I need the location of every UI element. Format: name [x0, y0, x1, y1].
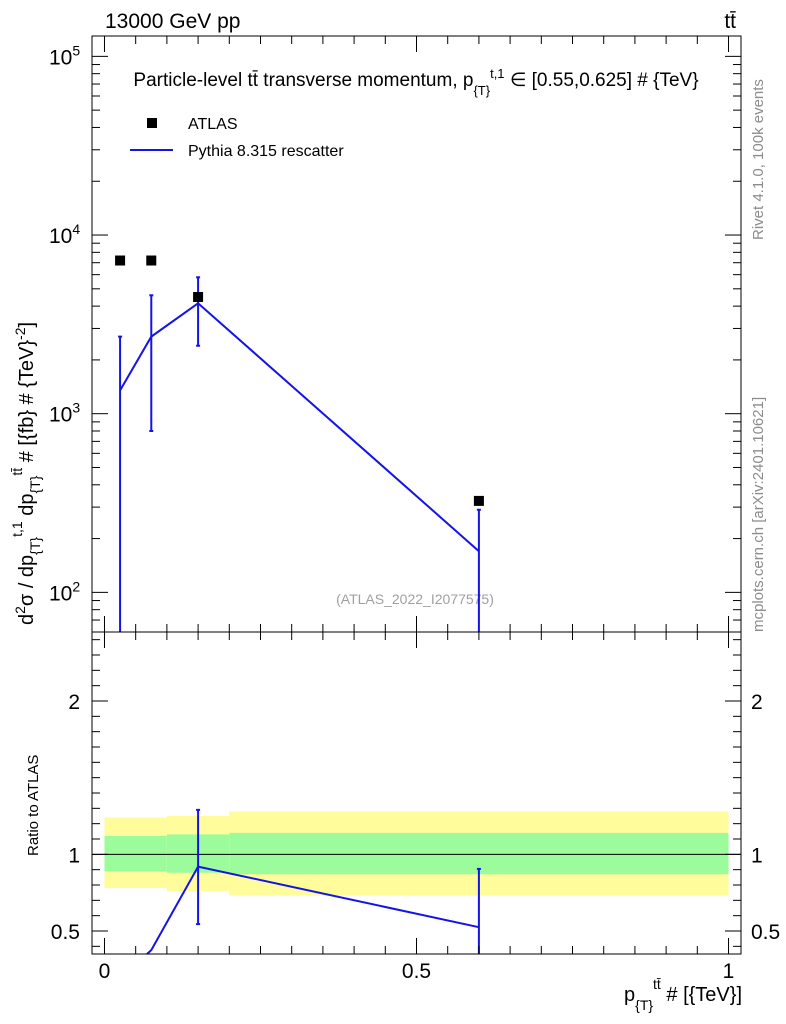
ratio-tick-labels: 0.5 0.5 1 1 2 2 0 0.5 1 — [51, 691, 780, 983]
title-suffix: ∈ [0.55,0.625] # {TeV} — [505, 70, 699, 91]
ratio-axis-ticks — [92, 632, 741, 954]
main-y-axis-label: d2σ / dp{T}t,1 dp{T}tt̄ # [{fb} # {TeV}-… — [9, 322, 43, 625]
ratio-band-inner — [229, 832, 729, 875]
main-y-tick-label: 102 — [49, 578, 80, 605]
ratio-y-axis-label: Ratio to ATLAS — [25, 755, 42, 856]
x-tick-label: 0.5 — [402, 960, 431, 983]
mcplots-label: mcplots.cern.ch [arXiv:2401.10621] — [750, 397, 767, 632]
title-superscript: t,1 — [490, 66, 504, 81]
legend: ATLAS Pythia 8.315 rescatter — [130, 116, 344, 160]
data-point — [115, 255, 126, 266]
ratio-band-inner — [104, 835, 167, 872]
x-axis-label: p{T}tt̄ # [{TeV}] — [624, 976, 742, 1013]
ratio-y-tick-label-left: 0.5 — [51, 921, 80, 944]
ratio-y-tick-label-left: 2 — [68, 691, 80, 714]
process-label: tt̄ — [724, 10, 736, 33]
ratio-mc-series — [146, 808, 481, 955]
ratio-y-tick-label-left: 1 — [68, 844, 80, 867]
title-subscript: {T} — [473, 83, 490, 98]
legend-marker-atlas — [147, 118, 157, 128]
main-panel: 102 103 104 105 Particle-level tt̄ transver… — [9, 35, 742, 633]
main-y-tick-labels: 102 103 104 105 — [49, 42, 80, 605]
x-tick-label: 0 — [99, 960, 111, 983]
main-y-tick-label: 104 — [49, 221, 80, 248]
data-point — [146, 255, 157, 266]
ratio-y-tick-label-right: 2 — [751, 691, 763, 714]
rivet-version-label: Rivet 4.1.0, 100k events — [750, 79, 767, 240]
title-prefix: Particle-level t — [133, 70, 253, 91]
legend-label-pythia: Pythia 8.315 rescatter — [188, 143, 344, 160]
legend-label-atlas: ATLAS — [188, 116, 238, 133]
ratio-y-tick-label-right: 1 — [751, 844, 763, 867]
ratio-y-tick-label-right: 0.5 — [751, 921, 780, 944]
main-axis-ticks — [92, 36, 741, 633]
main-y-tick-label: 103 — [49, 400, 80, 427]
data-point — [473, 495, 484, 506]
main-data-series — [115, 255, 484, 506]
plot-title: Particle-level tt̄ transverse momentum, … — [133, 66, 698, 98]
x-tick-label: 1 — [723, 960, 735, 983]
ratio-plot-frame — [91, 631, 742, 955]
data-point — [193, 291, 204, 302]
ratio-mc-line — [146, 865, 480, 955]
title-tbar: t̄ — [252, 70, 259, 91]
ratio-panel: 0.5 0.5 1 1 2 2 0 0.5 1 Ratio to ATLAS p{T}tt̄ #… — [25, 631, 780, 1013]
main-mc-series — [118, 276, 481, 632]
energy-label: 13000 GeV pp — [105, 10, 240, 33]
main-y-tick-label: 105 — [49, 42, 80, 69]
mc-series-line — [119, 301, 480, 552]
title-middle: transverse momentum, p — [258, 70, 473, 91]
analysis-label: (ATLAS_2022_I2077575) — [336, 591, 494, 607]
